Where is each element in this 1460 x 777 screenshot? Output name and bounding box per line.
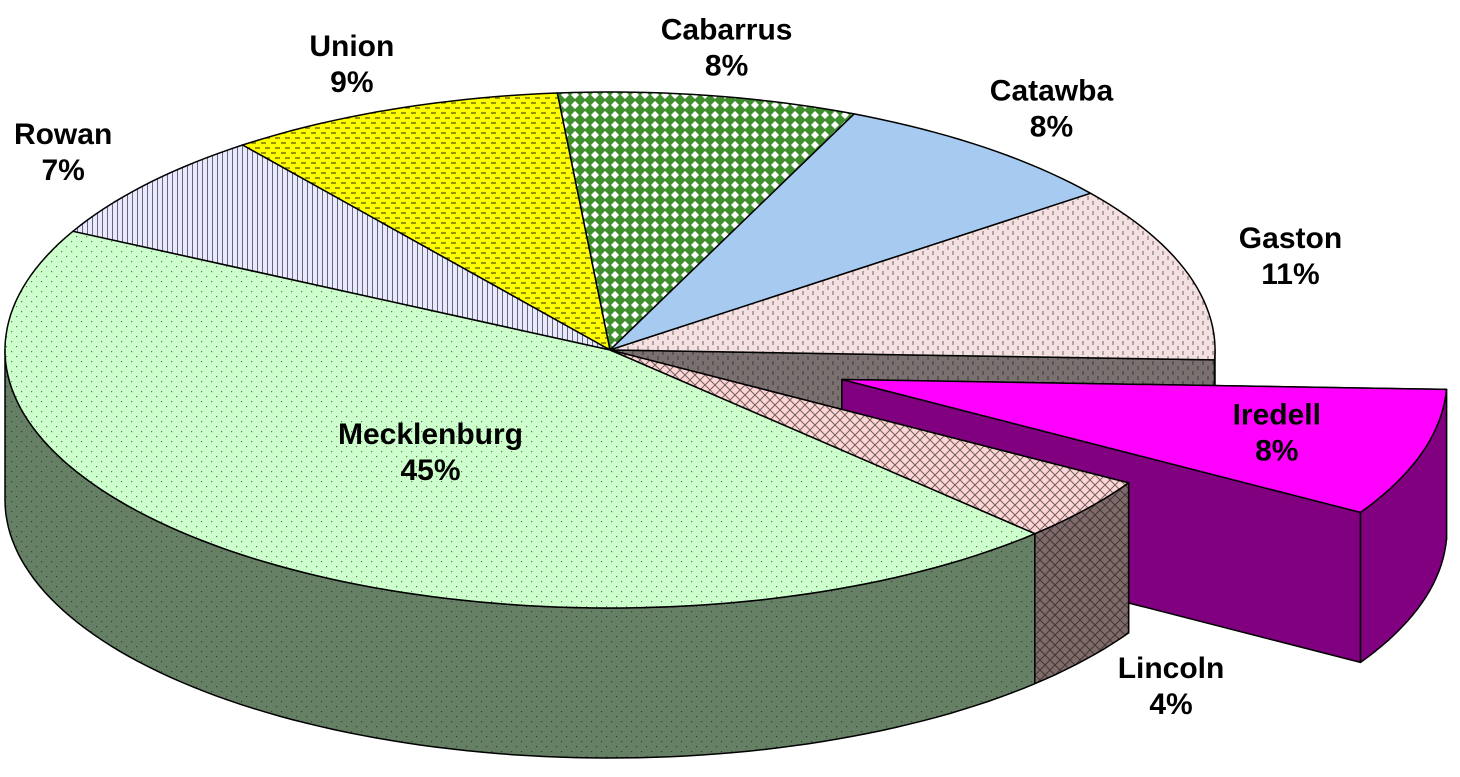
slice: [841, 378, 1448, 514]
data-label: 7%: [41, 154, 84, 187]
data-label: 4%: [1149, 688, 1192, 721]
slice: [609, 113, 1092, 351]
data-label: 9%: [330, 66, 373, 99]
data-label-name: Mecklenburg: [338, 418, 523, 451]
data-label: 8%: [1255, 435, 1298, 468]
data-label-name: Rowan: [14, 118, 112, 151]
data-label-name: Catawba: [990, 75, 1114, 108]
data-label-name: Lincoln: [1118, 652, 1225, 685]
data-label-name: Union: [309, 30, 394, 63]
data-label: 8%: [705, 50, 748, 83]
data-label-name: Iredell: [1233, 399, 1321, 432]
slice: [609, 192, 1216, 361]
slice: [4, 230, 1036, 609]
slice: [609, 349, 1130, 535]
data-label-name: Cabarrus: [661, 14, 793, 47]
slice: [556, 91, 855, 351]
data-label: 8%: [1030, 111, 1073, 144]
data-label: 45%: [400, 454, 460, 487]
data-label-name: Gaston: [1239, 222, 1342, 255]
slice: [241, 92, 611, 351]
slice: [72, 144, 611, 351]
data-label: 11%: [1261, 258, 1319, 291]
